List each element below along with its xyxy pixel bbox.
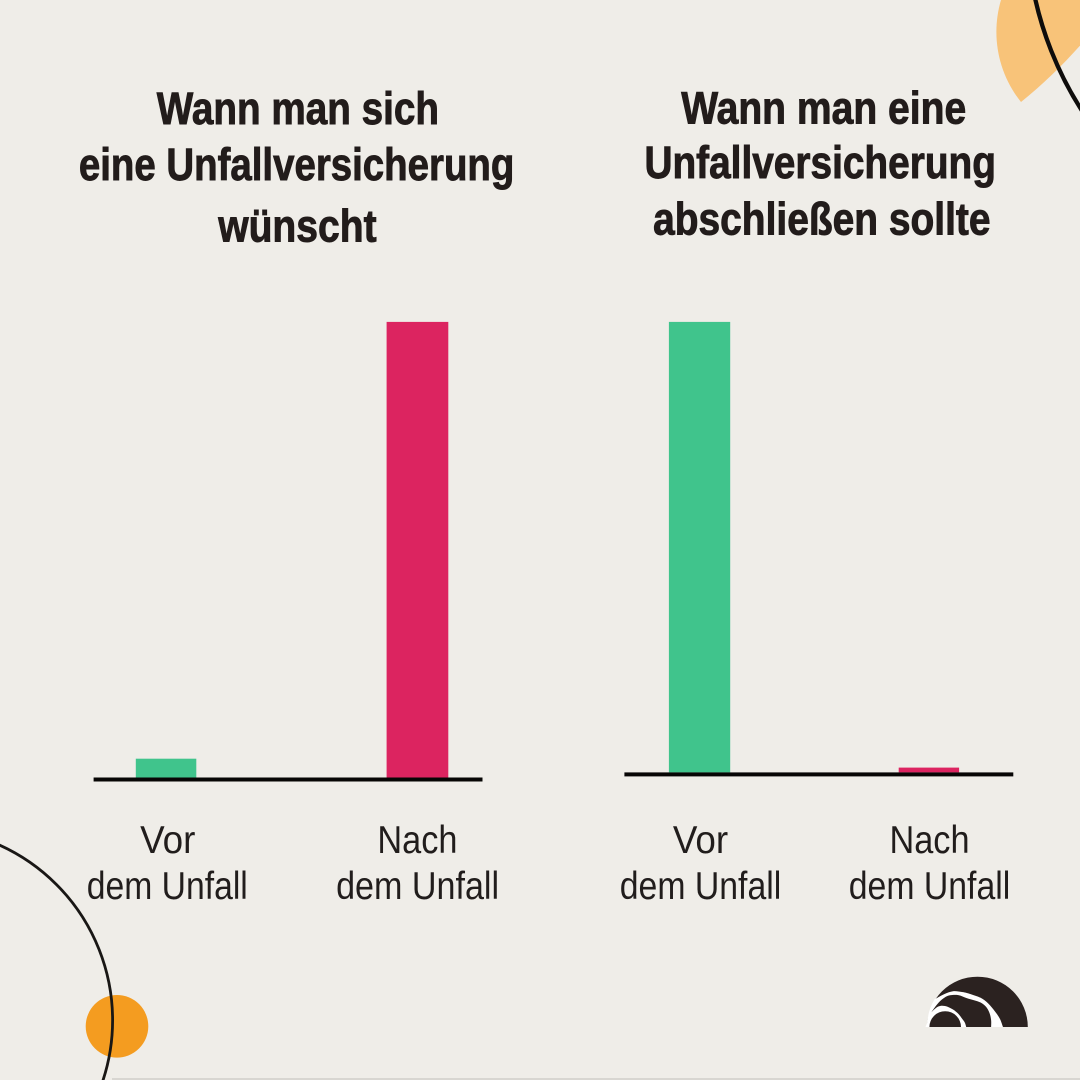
svg-text:Wann man eine: Wann man eine xyxy=(681,83,966,134)
svg-text:wünscht: wünscht xyxy=(217,201,376,252)
svg-text:Unfallversicherung: Unfallversicherung xyxy=(644,137,996,188)
svg-text:Wann man sich: Wann man sich xyxy=(157,83,439,134)
svg-text:dem Unfall: dem Unfall xyxy=(87,865,248,908)
svg-text:eine Unfallversicherung: eine Unfallversicherung xyxy=(79,139,515,190)
svg-text:Nach: Nach xyxy=(890,819,970,862)
svg-text:Vor: Vor xyxy=(140,819,195,862)
svg-text:Nach: Nach xyxy=(377,819,457,862)
svg-text:abschließen sollte: abschließen sollte xyxy=(653,194,990,245)
svg-text:dem Unfall: dem Unfall xyxy=(849,865,1011,908)
svg-text:Vor: Vor xyxy=(673,819,728,862)
svg-text:dem Unfall: dem Unfall xyxy=(336,865,499,908)
svg-text:dem Unfall: dem Unfall xyxy=(620,865,782,908)
